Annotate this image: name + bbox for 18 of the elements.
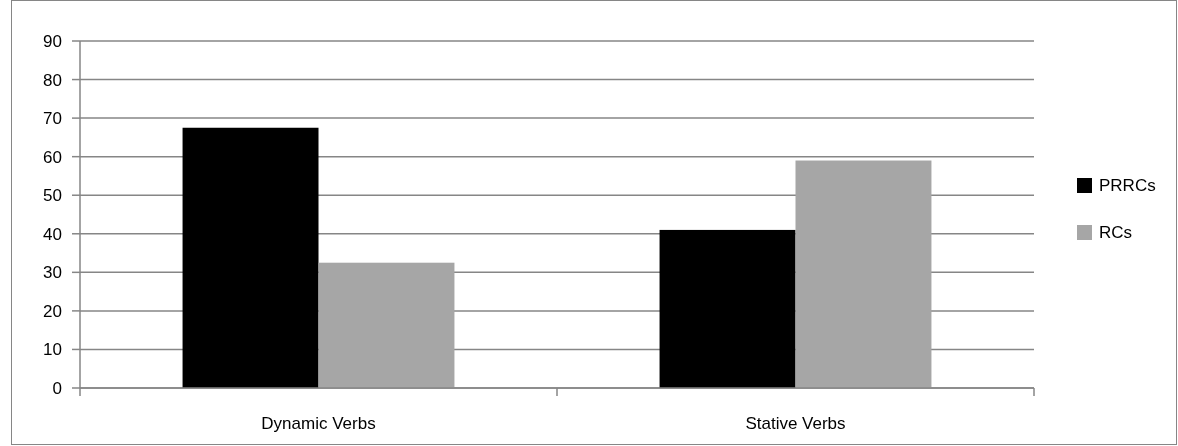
y-tick-label: 50 bbox=[43, 186, 62, 206]
y-tick-label: 0 bbox=[52, 378, 62, 398]
y-tick-label: 60 bbox=[43, 147, 62, 167]
y-tick-label: 10 bbox=[43, 340, 62, 360]
y-tick-label: 40 bbox=[43, 224, 62, 244]
y-tick-label: 70 bbox=[43, 109, 62, 129]
bar bbox=[318, 262, 455, 388]
y-tick-label: 90 bbox=[43, 31, 62, 51]
x-tick-label: Stative Verbs bbox=[745, 413, 846, 433]
bar bbox=[182, 127, 319, 388]
legend-label: RCs bbox=[1099, 223, 1133, 243]
y-tick-label: 20 bbox=[43, 301, 62, 321]
y-tick-label: 80 bbox=[43, 70, 62, 90]
bar bbox=[659, 229, 796, 388]
y-tick-label: 30 bbox=[43, 263, 62, 283]
x-tick-label: Dynamic Verbs bbox=[261, 413, 376, 433]
bar bbox=[795, 160, 932, 388]
legend-label: PRRCs bbox=[1099, 176, 1156, 196]
